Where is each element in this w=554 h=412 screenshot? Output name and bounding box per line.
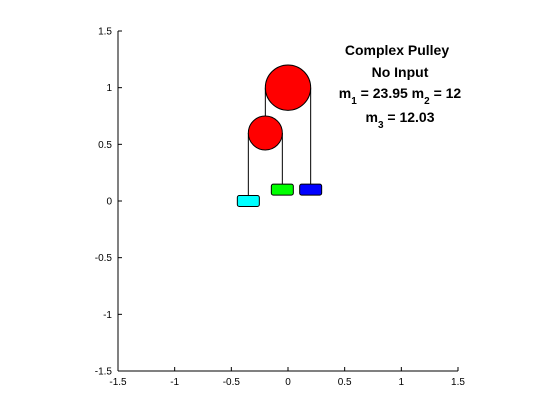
mass	[236, 195, 260, 207]
subscript: 1	[351, 96, 357, 107]
x-tick-label: -1	[170, 377, 179, 388]
subscript: 2	[424, 96, 430, 107]
y-tick-label: 1.5	[98, 27, 112, 38]
y-tick-label: 1	[106, 83, 112, 94]
x-tick-label: 0.5	[338, 377, 352, 388]
annotation: m1 = 23.95 m2 = 12	[339, 85, 462, 107]
y-tick-label: -1	[103, 310, 112, 321]
x-tick-label: -0.5	[223, 377, 241, 388]
pulley	[264, 64, 312, 111]
annotation: m3 = 12.03	[365, 109, 434, 131]
x-tick-label: -1.5	[109, 377, 127, 388]
x-tick-label: 0	[285, 377, 291, 388]
x-tick-label: 1.5	[451, 377, 465, 388]
chart-title: Complex Pulley	[345, 42, 449, 58]
annotation-text: m	[339, 85, 351, 101]
x-tick-label: 1	[399, 377, 405, 388]
annotation-text: m	[365, 109, 377, 125]
annotation-text: = 12	[430, 85, 462, 101]
y-tick-label: 0.5	[98, 140, 112, 151]
y-tick-label: -0.5	[95, 253, 113, 264]
mass	[299, 183, 323, 196]
annotation-text: = 12.03	[384, 109, 435, 125]
pulley	[247, 115, 283, 151]
subscript: 3	[378, 120, 384, 131]
y-tick-label: 0	[106, 197, 112, 208]
y-tick-label: -1.5	[95, 367, 113, 378]
mass	[270, 183, 294, 196]
annotation-text: = 23.95 m	[357, 85, 424, 101]
chart-subtitle: No Input	[372, 64, 429, 80]
